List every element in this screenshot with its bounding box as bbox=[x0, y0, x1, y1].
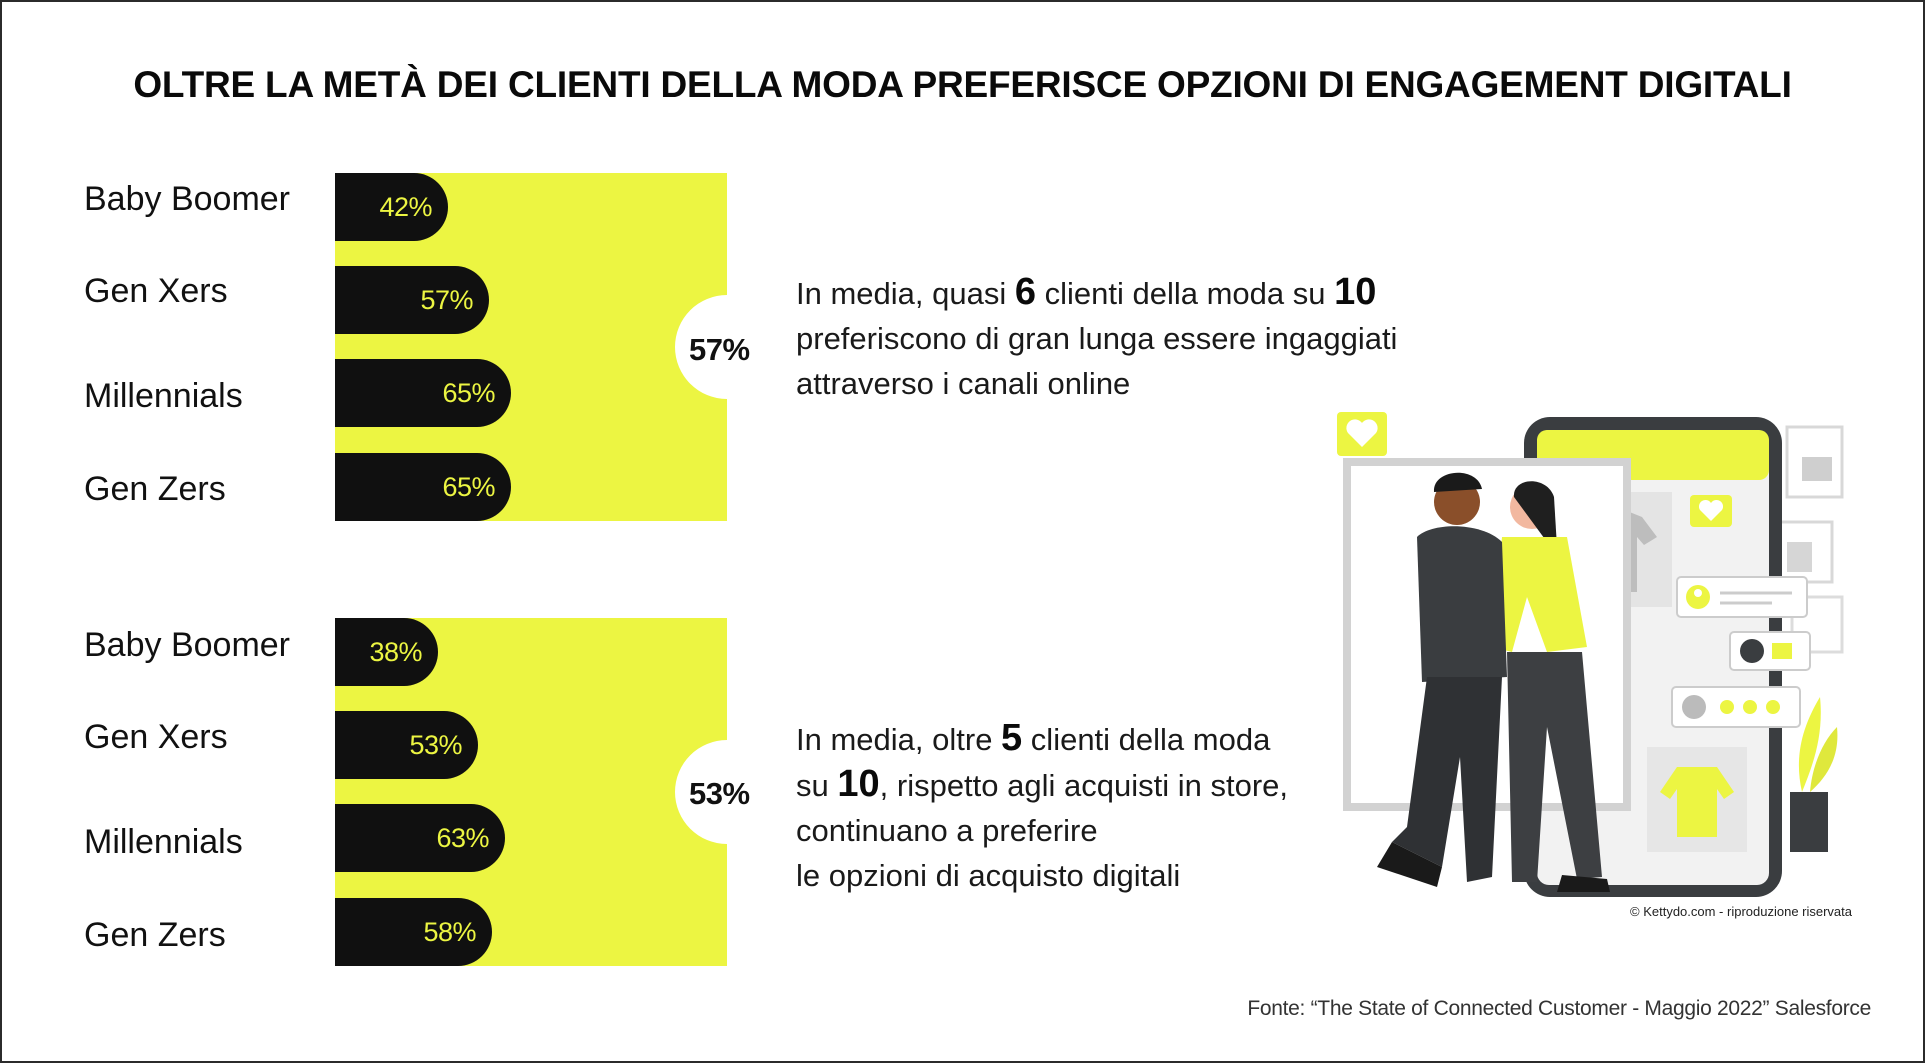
chart-background bbox=[335, 173, 727, 521]
bar-millennials: 65% bbox=[335, 359, 511, 427]
statement-text: In media, oltre bbox=[796, 722, 1002, 757]
bar-value-label: 58% bbox=[423, 917, 476, 947]
chart-panel-purchase: 38% 53% 63% 58% bbox=[335, 618, 727, 966]
category-label: Millennials bbox=[84, 377, 243, 415]
user-icon bbox=[1676, 576, 1808, 618]
bar-value-label: 38% bbox=[369, 637, 422, 667]
copyright-credit: © Kettydo.com - riproduzione riservata bbox=[1630, 904, 1853, 919]
statement-text: continuano a preferire bbox=[796, 813, 1098, 848]
statement-line: attraverso i canali online bbox=[796, 361, 1397, 406]
statement-line: preferiscono di gran lunga essere ingagg… bbox=[796, 316, 1397, 361]
bar-value-label: 57% bbox=[420, 285, 473, 315]
average-value: 53% bbox=[689, 776, 750, 811]
bar-baby-boomer: 38% bbox=[335, 618, 438, 686]
highlight-number: 10 bbox=[1334, 271, 1377, 313]
statement-line: le opzioni di acquisto digitali bbox=[796, 853, 1288, 898]
heart-icon bbox=[1337, 412, 1387, 456]
category-label: Baby Boomer bbox=[84, 626, 290, 664]
chart-panel-engagement: 42% 57% 65% 65% bbox=[335, 173, 727, 521]
category-label: Millennials bbox=[84, 823, 243, 861]
chart-background bbox=[335, 618, 727, 966]
average-value: 57% bbox=[689, 332, 750, 367]
statement-text: su bbox=[796, 768, 838, 803]
page-title: OLTRE LA METÀ DEI CLIENTI DELLA MODA PRE… bbox=[133, 64, 1792, 105]
bar-millennials: 63% bbox=[335, 804, 505, 872]
source-note: Fonte: “The State of Connected Customer … bbox=[1247, 997, 1871, 1020]
sweater-icon bbox=[1647, 747, 1747, 852]
bar-gen-xers: 53% bbox=[335, 711, 478, 779]
statement-engagement: In media, quasi 6 clienti della moda su … bbox=[796, 270, 1397, 406]
thumbs-up-icon bbox=[1729, 631, 1811, 671]
bar-value-label: 53% bbox=[409, 730, 462, 760]
likes-bubble bbox=[1671, 686, 1801, 728]
heart-icon bbox=[1690, 495, 1732, 527]
bar-gen-xers: 57% bbox=[335, 266, 489, 334]
highlight-number: 5 bbox=[1001, 717, 1023, 759]
bar-baby-boomer: 42% bbox=[335, 173, 448, 241]
category-label: Baby Boomer bbox=[84, 180, 290, 218]
statement-line: su 10, rispetto agli acquisti in store, bbox=[796, 762, 1288, 808]
statement-line: continuano a preferire bbox=[796, 808, 1288, 853]
plant-icon bbox=[1790, 697, 1838, 852]
category-label: Gen Zers bbox=[84, 470, 226, 508]
highlight-number: 6 bbox=[1014, 271, 1036, 313]
category-label: Gen Xers bbox=[84, 272, 228, 310]
bar-value-label: 65% bbox=[442, 472, 495, 502]
statement-line: In media, quasi 6 clienti della moda su … bbox=[796, 270, 1397, 316]
statement-text: preferiscono di gran lunga essere ingagg… bbox=[796, 321, 1398, 356]
bar-value-label: 65% bbox=[442, 378, 495, 408]
statement-text: , rispetto agli acquisti in store, bbox=[879, 768, 1288, 803]
statement-text: le opzioni di acquisto digitali bbox=[796, 858, 1181, 893]
bar-gen-zers: 65% bbox=[335, 453, 511, 521]
statement-text: clienti della moda bbox=[1022, 722, 1271, 757]
bar-value-label: 63% bbox=[436, 823, 489, 853]
category-label: Gen Xers bbox=[84, 718, 228, 756]
statement-purchase: In media, oltre 5 clienti della moda su 1… bbox=[796, 716, 1288, 898]
statement-text: attraverso i canali online bbox=[796, 366, 1131, 401]
statement-text: In media, quasi bbox=[796, 276, 1015, 311]
bar-value-label: 42% bbox=[379, 192, 432, 222]
bar-gen-zers: 58% bbox=[335, 898, 492, 966]
highlight-number: 10 bbox=[837, 763, 880, 805]
category-label: Gen Zers bbox=[84, 916, 226, 954]
statement-text: clienti della moda su bbox=[1036, 276, 1335, 311]
fashion-shopping-illustration bbox=[1337, 412, 1844, 897]
statement-line: In media, oltre 5 clienti della moda bbox=[796, 716, 1288, 762]
